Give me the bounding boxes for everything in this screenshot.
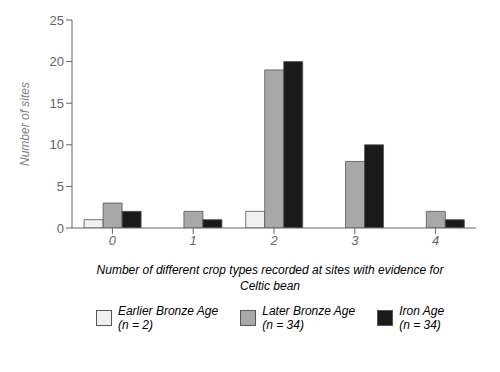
svg-text:3: 3 [351, 233, 359, 248]
html-text:Earlier Bronze Age (n = 2): Earlier Bronze Age (n = 2) [117, 304, 219, 332]
svg-text:0: 0 [57, 221, 64, 236]
svg-text:5: 5 [57, 179, 64, 194]
html-text:Iron Age (n = 34): Iron Age (n = 34) [399, 304, 445, 332]
svg-text:2: 2 [269, 233, 278, 248]
svg-text:15: 15 [50, 96, 64, 111]
svg-text:4: 4 [432, 233, 439, 248]
svg-text:0: 0 [109, 233, 117, 248]
svg-text:Number of sites: Number of sites [18, 82, 32, 166]
svg-text:20: 20 [50, 54, 64, 69]
svg-text:1: 1 [190, 233, 197, 248]
html-text:Later Bronze Age (n = 34): Later Bronze Age (n = 34) [262, 304, 356, 332]
html-text:Number of different crop types: Number of different crop types recorded … [96, 263, 444, 293]
svg-text:25: 25 [50, 13, 64, 28]
svg-text:10: 10 [50, 137, 64, 152]
